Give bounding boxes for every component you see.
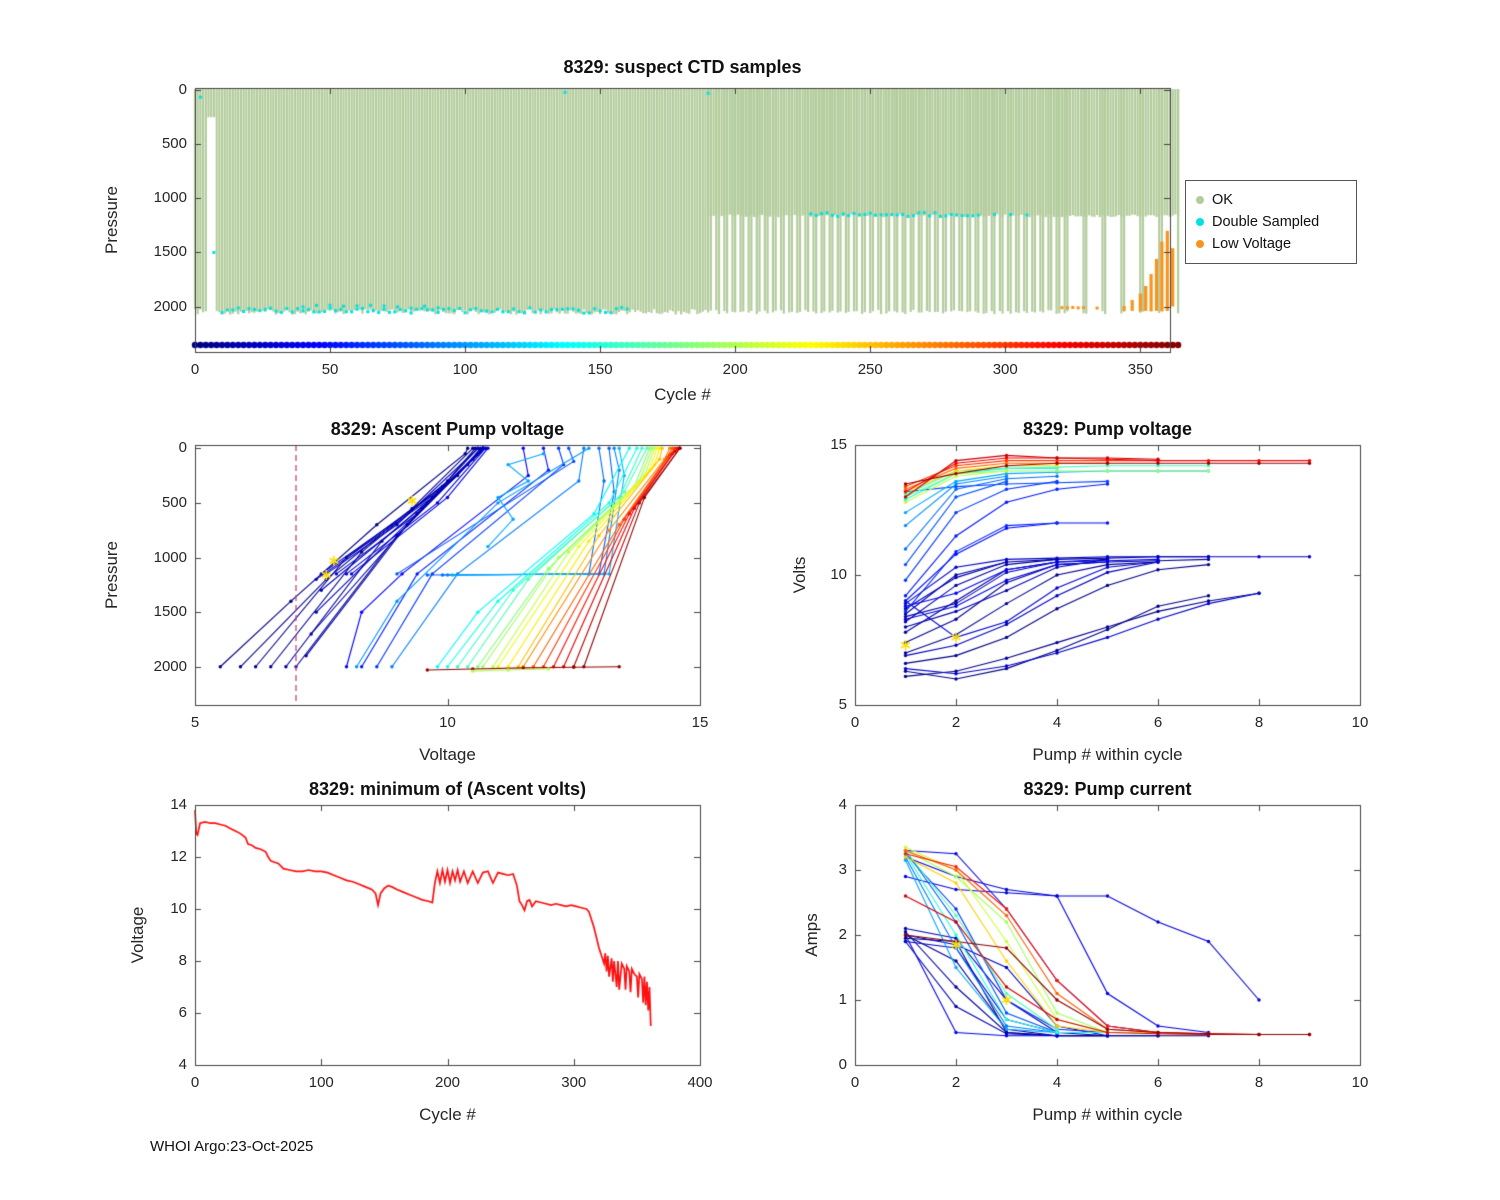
tick-label: 0 [838,1056,847,1073]
legend-item-ok: OK [1196,189,1346,211]
tick-label: 4 [838,796,847,813]
legend-item-double-sampled: Double Sampled [1196,211,1346,233]
tick-label: 12 [170,848,187,865]
tick-label: 14 [170,796,187,813]
tick-label: 300 [992,361,1018,378]
tick-label: 2000 [153,657,187,675]
pump-voltage-title: 8329: Pump voltage [1022,419,1193,439]
tick-label: 15 [830,436,847,453]
tick-label: 4 [1052,714,1062,731]
ascent-pump-voltage-title: 8329: Ascent Pump voltage [330,419,565,439]
tick-label: 8 [1254,1074,1264,1091]
tick-label: 500 [161,135,187,153]
tick-label: 0 [178,439,187,457]
tick-label: 8 [1254,714,1264,731]
tick-label: 200 [434,1074,461,1091]
tick-label: 5 [838,696,847,713]
tick-label: 50 [321,361,339,378]
legend-box: OK Double Sampled Low Voltage [1185,180,1357,264]
tick-label: 0 [190,361,200,378]
tick-label: 100 [308,1074,334,1091]
tick-label: 5 [190,714,200,731]
tick-label: 0 [178,81,187,99]
footer-timestamp: WHOI Argo:23-Oct-2025 [150,1138,314,1155]
min-ascent-volts-title: 8329: minimum of (Ascent volts) [308,779,587,799]
tick-label: 6 [1153,1074,1163,1091]
tick-label: 100 [452,361,478,378]
ctd-plot-title: 8329: suspect CTD samples [563,57,802,77]
tick-label: 4 [1052,1074,1062,1091]
tick-label: 1000 [153,548,187,566]
tick-label: 6 [1153,714,1163,731]
tick-label: 3 [838,861,847,878]
ascent-xlabel: Voltage [419,745,476,764]
tick-label: 2 [838,926,847,943]
tick-label: 1500 [153,243,187,261]
pump-voltage-xlabel: Pump # within cycle [1032,745,1183,764]
tick-label: 1000 [153,189,187,207]
tick-label: 10 [1351,1074,1369,1091]
tick-label: 0 [850,1074,860,1091]
tick-label: 500 [161,493,187,511]
pump-current-title: 8329: Pump current [1023,779,1192,799]
tick-label: 0 [190,1074,200,1091]
pump-current-xlabel: Pump # within cycle [1032,1105,1183,1124]
tick-label: 250 [857,361,883,378]
legend-label-double-sampled: Double Sampled [1212,214,1320,230]
low-voltage-marker-icon [1196,240,1204,248]
tick-label: 150 [587,361,613,378]
tick-label: 1500 [153,603,187,621]
ok-marker-icon [1196,196,1204,204]
tick-label: 15 [691,714,709,731]
tick-label: 300 [561,1074,587,1091]
tick-label: 350 [1127,361,1153,378]
ctd-xlabel: Cycle # [654,385,711,404]
double-sampled-marker-icon [1196,218,1204,226]
tick-label: 10 [170,900,187,917]
legend-label-low-voltage: Low Voltage [1212,236,1292,252]
tick-label: 2 [951,1074,961,1091]
tick-label: 10 [830,566,847,583]
min-volts-xlabel: Cycle # [419,1105,476,1124]
legend-item-low-voltage: Low Voltage [1196,233,1346,255]
tick-label: 1 [838,991,847,1008]
tick-label: 200 [722,361,748,378]
legend-label-ok: OK [1212,192,1233,208]
tick-label: 6 [178,1004,187,1021]
tick-label: 400 [687,1074,713,1091]
tick-label: 8 [178,952,187,969]
tick-label: 0 [850,714,860,731]
tick-label: 2000 [153,297,187,315]
tick-label: 2 [951,714,961,731]
tick-label: 10 [439,714,456,731]
tick-label: 10 [1351,714,1369,731]
tick-label: 4 [178,1056,187,1073]
